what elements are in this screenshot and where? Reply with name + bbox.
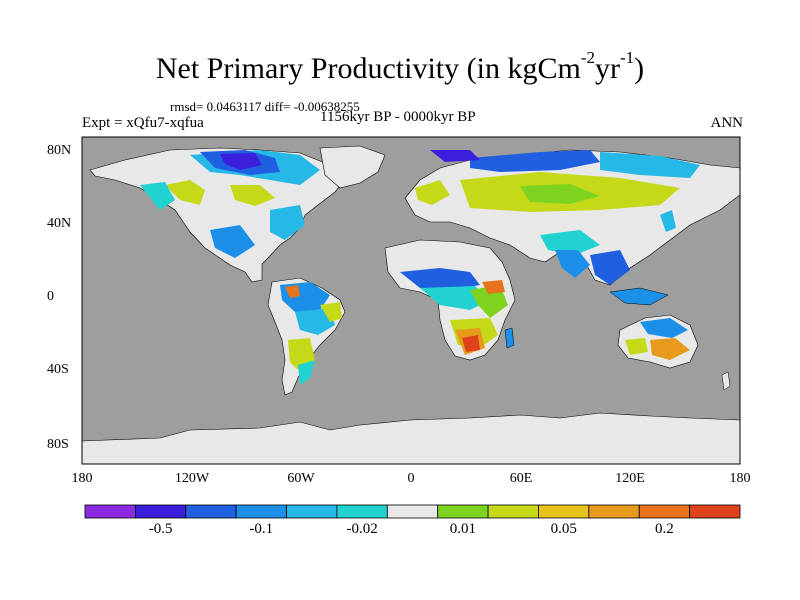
lat-label-80s: 80S (47, 437, 69, 452)
experiment-label: Expt = xQfu7-xqfua (82, 115, 204, 131)
na-cyan-east (270, 205, 305, 240)
na-yellow-mid (230, 185, 275, 206)
africa-red-south (462, 335, 480, 352)
map-frame (81, 136, 741, 465)
colorbar-swatch-11 (638, 504, 691, 519)
lat-label-40s: 40S (47, 362, 69, 377)
sa-orange-north (285, 285, 300, 298)
eurasia-yellow-inner (520, 184, 600, 204)
colorbar-swatch-0 (84, 504, 136, 519)
na-navy-north (220, 153, 262, 170)
colorbar-swatch-4 (286, 504, 338, 519)
madagascar (504, 327, 515, 349)
greenland (319, 145, 386, 189)
europe-yellow (415, 180, 450, 205)
australia-blue (640, 318, 688, 338)
sa-cyan-mid (295, 308, 335, 335)
lon-label-180w: 180 (71, 471, 93, 486)
colorbar-swatch-7 (437, 504, 489, 519)
na-green-west (165, 180, 205, 205)
colorbar-swatch-5 (336, 504, 388, 519)
africa-green-east (470, 285, 508, 318)
africa-orange-east (482, 280, 505, 294)
eurasia-blue-north (470, 150, 600, 172)
lon-label-60e: 60E (509, 471, 533, 486)
lon-label-180e: 180 (729, 471, 751, 486)
seasia-blue (590, 250, 630, 285)
eurasia-cyan-band (600, 152, 700, 178)
sa-cyan-south (298, 360, 315, 385)
colorbar-swatch-12 (689, 504, 741, 519)
season-label: ANN (710, 115, 744, 131)
lon-label-60w: 60W (287, 471, 315, 486)
lat-label-80n: 80N (47, 143, 72, 158)
colorbar-swatch-6 (386, 504, 439, 519)
colorbar-label-0: -0.5 (148, 521, 173, 537)
lon-label-0: 0 (407, 471, 415, 486)
indonesia (609, 287, 669, 306)
period-label: 1156kyr BP - 0000kyr BP (320, 109, 476, 125)
india-blue (555, 250, 590, 278)
na-cyan-west (140, 182, 175, 210)
sa-yellow-east (320, 302, 342, 322)
colorbar-label-4: 0.05 (550, 521, 577, 537)
chart-title: Net Primary Productivity (in kgCm-2yr-1) (155, 48, 645, 85)
map-area (81, 136, 741, 465)
colorbar-label-5: 0.2 (655, 521, 674, 537)
africa-blue-band (400, 268, 480, 290)
colorbar-swatch-10 (588, 504, 640, 519)
japan-cyan (660, 210, 676, 232)
australia-yellow (625, 338, 648, 355)
eurasia-navy-north (430, 150, 480, 162)
colorbar-label-2: -0.02 (346, 521, 378, 537)
stats-label: rmsd= 0.0463117 diff= -0.00638255 (170, 99, 360, 114)
colorbar-swatch-8 (487, 504, 539, 519)
colorbar-swatch-1 (134, 504, 187, 519)
lon-label-120w: 120W (174, 471, 210, 486)
colorbar-label-3: 0.01 (449, 521, 477, 537)
lat-label-40n: 40N (47, 216, 72, 231)
australia-orange (650, 338, 690, 360)
lon-label-120e: 120E (615, 471, 645, 486)
colorbar-label-1: -0.1 (249, 521, 274, 537)
lat-label-0: 0 (47, 289, 54, 304)
colorbar-swatch-9 (538, 504, 590, 519)
eurasia-cyan-south (540, 230, 600, 255)
na-blue-mid (210, 225, 255, 258)
colorbar (84, 504, 741, 519)
colorbar-swatch-2 (185, 504, 237, 519)
colorbar-swatch-3 (235, 504, 287, 519)
new-zealand (721, 371, 731, 391)
